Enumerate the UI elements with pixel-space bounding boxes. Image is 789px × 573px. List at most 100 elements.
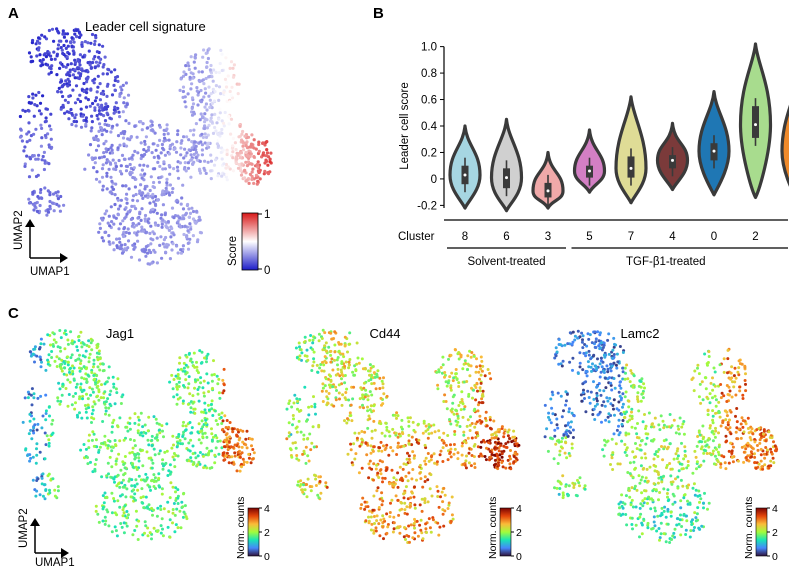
umap-c-point [168, 472, 172, 476]
umap-c-point [669, 510, 673, 514]
umap-c-point [747, 431, 751, 435]
umap-c-point [396, 444, 400, 448]
umap-c-point [378, 459, 382, 463]
umap-a-point [41, 58, 45, 62]
umap-c-point [376, 486, 380, 490]
umap-c-point [586, 332, 590, 336]
umap-c-point [561, 359, 565, 363]
umap-c-point [419, 528, 423, 532]
umap-c-point [193, 378, 197, 382]
umap-a-point [102, 151, 106, 155]
umap-a-point [257, 169, 261, 173]
umap-a-point [96, 85, 100, 89]
umap-c-point [453, 433, 457, 436]
umap-c-point [201, 432, 205, 436]
umap-c-point [133, 529, 137, 532]
umap-a-point [210, 106, 214, 110]
umap-a-point [140, 207, 144, 211]
umap-c-point [493, 431, 497, 435]
umap-c-point [482, 438, 485, 442]
umap-a-point [50, 201, 55, 205]
umap-c-point [202, 394, 206, 398]
umap-a-point [105, 171, 109, 175]
umap-a-point [241, 140, 245, 144]
umap-a-point [172, 147, 176, 151]
umap-c-point [691, 471, 695, 475]
umap-c-point [584, 380, 588, 384]
umap-c-point [662, 474, 666, 478]
umap-a-point [102, 114, 106, 118]
umap-c-point [670, 482, 674, 486]
umap-c-point [598, 410, 602, 414]
umap-c-point [52, 344, 55, 348]
umap-a-point [127, 157, 131, 161]
umap-a-point [217, 70, 221, 75]
umap-c-point [218, 396, 222, 400]
umap-c-point [44, 412, 48, 415]
umap-c-point [673, 527, 677, 531]
umap-c-point [423, 497, 427, 501]
umap-c-point [380, 491, 384, 495]
umap-c-point [104, 443, 108, 447]
umap-c-point [86, 397, 90, 401]
umap-c-point [307, 405, 311, 409]
umap-a-point [168, 144, 172, 149]
umap-a-point [38, 53, 42, 57]
umap-c-point [629, 369, 633, 373]
umap-c-point [385, 425, 389, 429]
umap-a-point [256, 160, 260, 164]
umap-c-point [566, 434, 570, 438]
panel-b-y-tick-label: 1.0 [421, 42, 437, 54]
umap-c-point [222, 451, 226, 455]
umap-c-point [59, 336, 63, 340]
umap-c-point [368, 369, 372, 373]
umap-c-point [549, 397, 553, 401]
umap-c-point [114, 529, 118, 533]
umap-c-point [589, 357, 593, 361]
umap-a-point [62, 203, 66, 207]
umap-c-point [637, 409, 641, 413]
umap-c-point [453, 430, 457, 433]
umap-a-point [139, 156, 143, 161]
umap-c-point [543, 435, 547, 439]
umap-a-point [183, 161, 187, 165]
umap-c-point [106, 510, 110, 514]
umap-c-point [673, 500, 677, 504]
umap-a-point [125, 192, 129, 196]
umap-c-point [450, 407, 454, 411]
umap-c-point [60, 358, 64, 362]
umap-c-point [53, 494, 57, 498]
umap-c-point [555, 486, 559, 490]
umap-c-point [137, 474, 141, 478]
umap-c-point [69, 330, 73, 334]
umap-c-point [189, 406, 193, 410]
umap-c-point [97, 390, 101, 394]
umap-a-point [223, 110, 227, 115]
umap-c-point [735, 407, 739, 410]
umap-c-point [709, 381, 713, 385]
umap-a-point [103, 122, 107, 126]
umap-c-point [561, 474, 565, 478]
umap-c-point [429, 473, 433, 477]
umap-a-point [92, 136, 96, 140]
umap-c-point [175, 385, 179, 389]
umap-c-point [352, 373, 356, 377]
umap-a-point [84, 77, 88, 81]
umap-a-point [245, 178, 249, 182]
umap-c-point [92, 374, 96, 377]
umap-c-point [44, 368, 48, 372]
umap-c-point [688, 502, 692, 506]
panel-c-colorbar-tick-label: 0 [516, 551, 522, 563]
umap-a-point [102, 142, 106, 146]
umap-c-point [175, 387, 179, 391]
umap-c-point [101, 420, 105, 423]
umap-c-point [250, 444, 253, 448]
umap-c-point [612, 336, 616, 340]
umap-c-point [411, 450, 415, 454]
umap-c-point [711, 418, 715, 422]
umap-a-point [134, 177, 138, 181]
umap-a-point [118, 92, 122, 96]
umap-c-point [466, 368, 469, 372]
umap-c-point [296, 407, 299, 411]
umap-a-point [35, 39, 40, 43]
